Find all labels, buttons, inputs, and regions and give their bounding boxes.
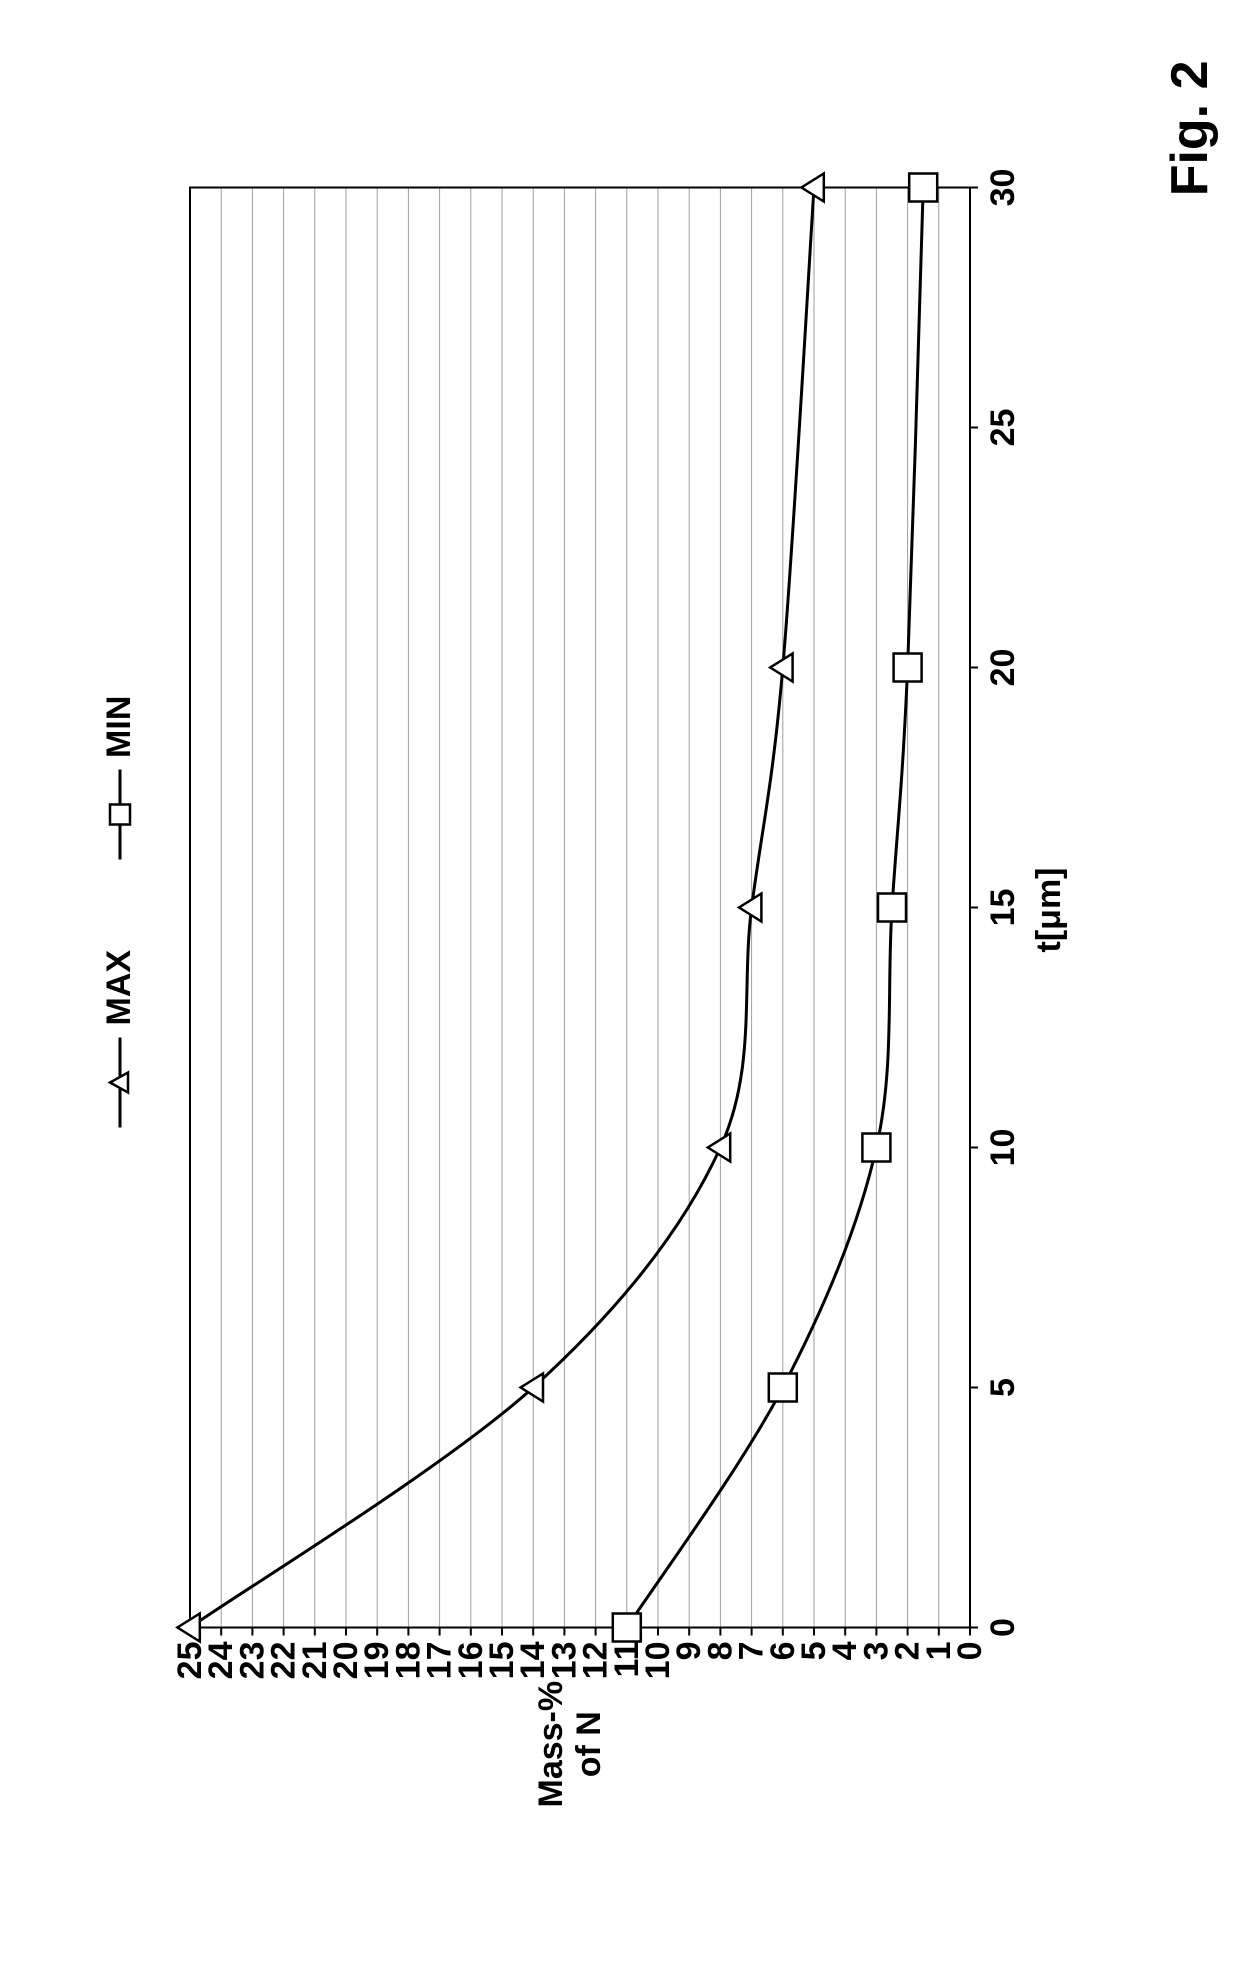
legend-label: MAX (100, 949, 139, 1025)
page: MAX MIN Mass-% of N t[μm] 012345678910111… (0, 0, 1240, 1977)
svg-text:5: 5 (984, 1378, 1022, 1397)
svg-text:25: 25 (984, 408, 1022, 446)
y-axis-title-line2: of N (570, 1711, 608, 1777)
svg-text:30: 30 (984, 168, 1022, 206)
figure-label-text: Fig. 2 (1161, 60, 1219, 196)
rotated-canvas: MAX MIN Mass-% of N t[μm] 012345678910111… (0, 0, 1240, 1977)
svg-text:10: 10 (984, 1128, 1022, 1166)
legend-label: MIN (100, 695, 139, 757)
svg-text:20: 20 (984, 648, 1022, 686)
legend-item: MIN (100, 695, 139, 859)
figure-label: Fig. 2 (1160, 60, 1220, 196)
y-axis-title-line1: Mass-% (532, 1680, 570, 1807)
svg-text:0: 0 (984, 1618, 1022, 1637)
svg-text:15: 15 (984, 888, 1022, 926)
svg-text:25: 25 (171, 1641, 209, 1679)
chart-svg: 0123456789101112131415161718192021222324… (80, 137, 1080, 1837)
chart-container: MAX MIN Mass-% of N t[μm] 012345678910111… (80, 137, 1160, 1837)
legend: MAX MIN (100, 695, 139, 1127)
x-axis-title: t[μm] (1030, 867, 1069, 952)
x-axis-title-text: t[μm] (1030, 867, 1068, 952)
legend-item: MAX (100, 949, 139, 1127)
y-axis-title: Mass-% of N (533, 1680, 608, 1807)
